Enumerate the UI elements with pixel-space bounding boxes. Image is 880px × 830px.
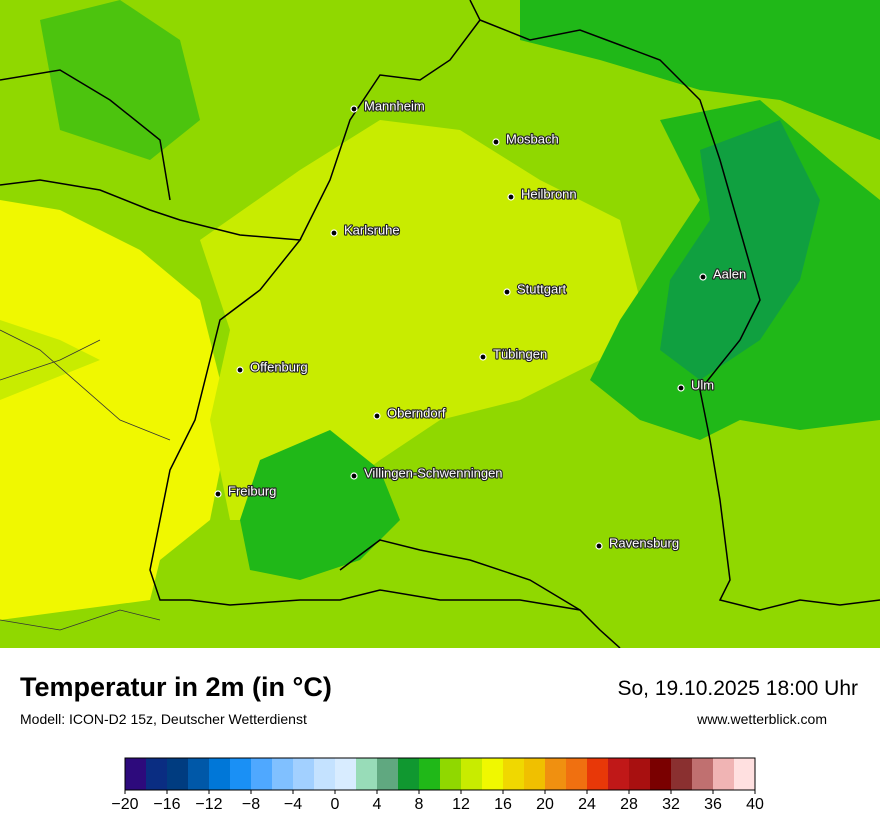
city-label: Ravensburg (609, 535, 679, 550)
warm-zone (0, 200, 230, 620)
cities: Mannheim Mosbach Heilbronn Karlsruhe Aalen St… (214, 97, 747, 552)
colorbar-bin (545, 758, 567, 790)
colorbar-tick-label: 0 (331, 796, 340, 813)
city-label: Karlsruhe (344, 222, 400, 237)
city-label: Offenburg (250, 359, 308, 374)
colorbar-bin (356, 758, 378, 790)
colorbar-bin (650, 758, 672, 790)
colorbar-bin (293, 758, 315, 790)
colorbar-bin (692, 758, 714, 790)
colorbar-bin (587, 758, 609, 790)
colorbar-tick-label: −8 (242, 796, 260, 813)
colorbar-tick-label: −20 (111, 796, 138, 813)
city-dot (214, 490, 222, 498)
colorbar-bin (482, 758, 504, 790)
city-label: Mosbach (506, 131, 559, 146)
colorbar-bin (272, 758, 294, 790)
colorbar-tick-label: 40 (746, 796, 764, 813)
city-dot (330, 229, 338, 237)
colorbar-tick-label: 16 (494, 796, 512, 813)
colorbar-tick-label: 36 (704, 796, 722, 813)
borders (0, 0, 880, 648)
model: Modell: ICON-D2 15z, Deutscher Wetterdie… (20, 711, 307, 727)
colorbar-bin (125, 758, 147, 790)
city-dot (699, 273, 707, 281)
colorbar-bin (419, 758, 441, 790)
sub-borders (0, 329, 171, 631)
colorbar-bin (335, 758, 357, 790)
city-dot (236, 366, 244, 374)
colorbar-bin (608, 758, 630, 790)
colorbar-tick-label: −4 (284, 796, 302, 813)
city-dot (492, 138, 500, 146)
colorbar-tick-label: −12 (195, 796, 222, 813)
city-label: Mannheim (364, 98, 425, 113)
colorbar-frame (124, 757, 756, 791)
city-label: Stuttgart (517, 281, 567, 296)
colorbar-bin (524, 758, 546, 790)
colorbar-bin (398, 758, 420, 790)
website: www.wetterblick.com (697, 711, 827, 727)
colorbar-tick-label: −16 (153, 796, 180, 813)
city-label: Villingen-Schwenningen (364, 465, 503, 480)
zone (0, 320, 100, 400)
city-dot (507, 193, 515, 201)
colorbar-bin (713, 758, 735, 790)
city-label: Ulm (691, 377, 714, 392)
datetime: So, 19.10.2025 18:00 Uhr (617, 677, 858, 700)
colorbar-bin (377, 758, 399, 790)
colorbar-bin (230, 758, 252, 790)
cool-zone (40, 0, 200, 160)
city-label: Heilbronn (521, 186, 577, 201)
city-dot (350, 472, 358, 480)
city-dot (595, 542, 603, 550)
colorbar-bin (167, 758, 189, 790)
colorbar-bin (461, 758, 483, 790)
colorbar-tick-label: 4 (373, 796, 382, 813)
city-dot (479, 353, 487, 361)
city-dot (350, 105, 358, 113)
city-label: Freiburg (228, 483, 276, 498)
colorbar-tick-label: 32 (662, 796, 680, 813)
colorbar-tick-label: 12 (452, 796, 470, 813)
colorbar-bin (566, 758, 588, 790)
colorbar: −20 −16 −12 −8 −4 0 4 8 12 16 20 24 28 32 36 40 (111, 757, 764, 813)
city-label: Aalen (713, 266, 746, 281)
city-label: Oberndorf (387, 405, 446, 420)
cool-zone (240, 430, 400, 580)
colorbar-tick-label: 20 (536, 796, 554, 813)
colorbar-bin (209, 758, 231, 790)
title: Temperatur in 2m (in °C) (20, 672, 332, 702)
colorbar-bin (734, 758, 756, 790)
colorbar-bin (188, 758, 210, 790)
colorbar-bin (146, 758, 168, 790)
city-dot (373, 412, 381, 420)
map: Mannheim Mosbach Heilbronn Karlsruhe Aalen St… (0, 0, 880, 648)
colorbar-bin (314, 758, 336, 790)
cool-zone (660, 120, 820, 380)
city-dot (503, 288, 511, 296)
colorbar-bin (671, 758, 693, 790)
colorbar-bin (251, 758, 273, 790)
cool-zone (520, 0, 880, 140)
colorbar-tick-label: 28 (620, 796, 638, 813)
city-dot (677, 384, 685, 392)
colorbar-tick-label: 8 (415, 796, 424, 813)
colorbar-bin (440, 758, 462, 790)
colorbar-bin (503, 758, 525, 790)
colorbar-bin (629, 758, 651, 790)
city-label: Tübingen (493, 346, 547, 361)
colorbar-tick-label: 24 (578, 796, 596, 813)
